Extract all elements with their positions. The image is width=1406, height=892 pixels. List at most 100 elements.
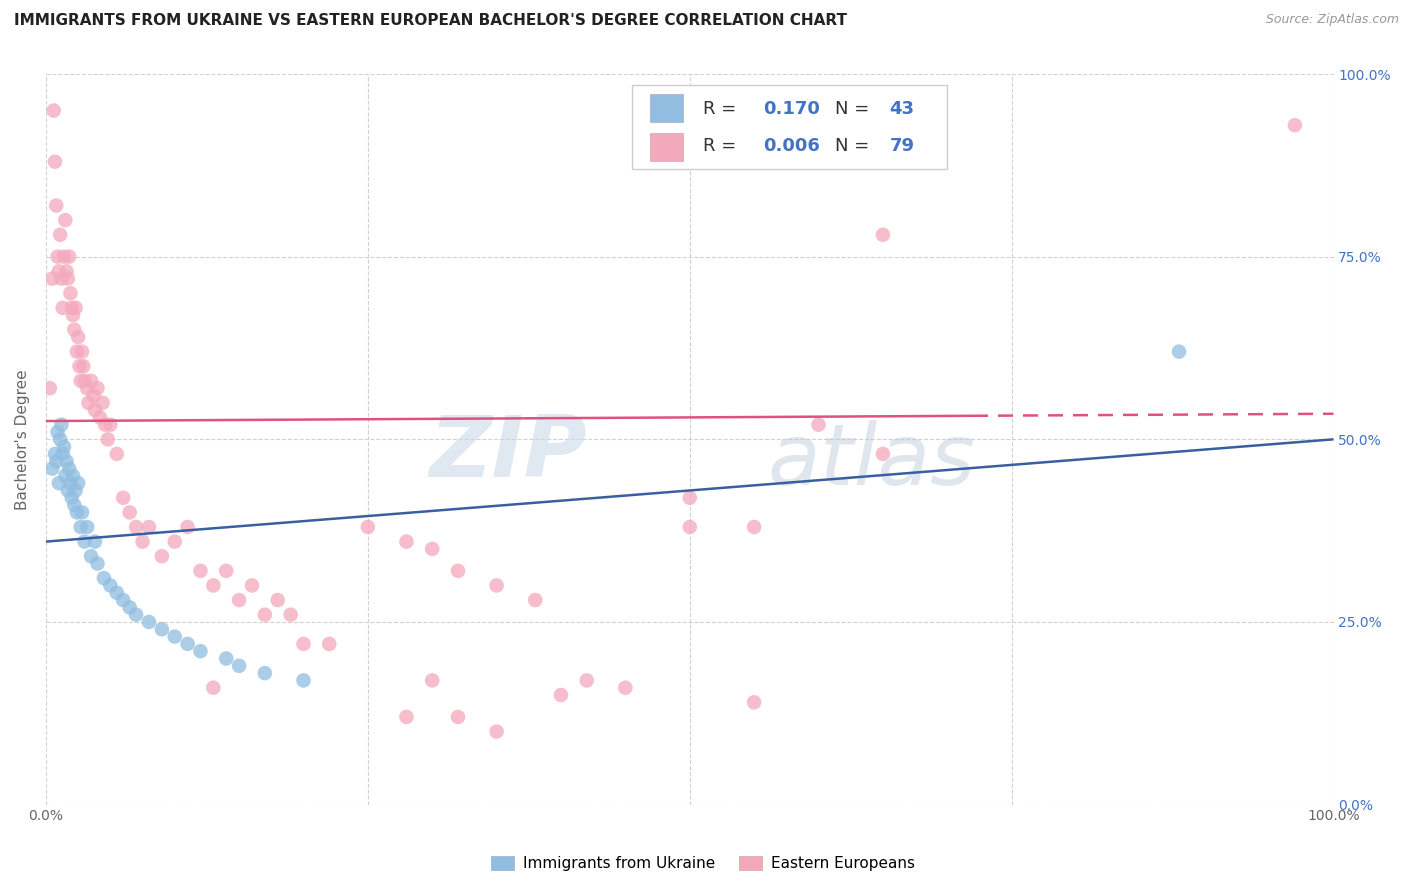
Point: [55, 264, 77, 278]
Point: [62, 308, 84, 322]
Point: [420, 673, 443, 688]
Point: [69, 374, 91, 388]
Point: [420, 541, 443, 556]
Point: [69, 520, 91, 534]
Text: IMMIGRANTS FROM UKRAINE VS EASTERN EUROPEAN BACHELOR'S DEGREE CORRELATION CHART: IMMIGRANTS FROM UKRAINE VS EASTERN EUROP…: [14, 13, 846, 29]
Point: [98, 417, 121, 432]
Point: [46, 250, 69, 264]
Point: [53, 213, 76, 227]
Point: [44, 154, 66, 169]
Point: [77, 396, 100, 410]
Point: [98, 578, 121, 592]
Point: [89, 410, 111, 425]
Point: [67, 476, 90, 491]
Point: [138, 615, 160, 629]
Point: [163, 534, 186, 549]
Point: [1284, 118, 1306, 132]
Point: [190, 644, 212, 658]
Point: [118, 505, 141, 519]
Point: [150, 549, 173, 564]
Point: [240, 578, 263, 592]
Point: [485, 578, 508, 592]
Point: [45, 454, 67, 468]
Point: [70, 505, 93, 519]
Point: [66, 344, 89, 359]
Point: [73, 374, 96, 388]
Point: [76, 520, 98, 534]
Text: N =: N =: [835, 100, 876, 118]
Point: [97, 433, 120, 447]
Point: [42, 103, 65, 118]
Point: [112, 593, 135, 607]
Point: [215, 651, 238, 665]
Point: [58, 250, 80, 264]
Point: [447, 710, 470, 724]
Point: [65, 301, 87, 315]
Point: [52, 301, 75, 315]
Point: [46, 425, 69, 439]
Point: [253, 666, 276, 681]
Bar: [650, 95, 683, 122]
Point: [53, 468, 76, 483]
Point: [86, 557, 108, 571]
Point: [105, 586, 128, 600]
Point: [51, 271, 73, 285]
Point: [60, 491, 83, 505]
Point: [679, 520, 702, 534]
Point: [80, 549, 103, 564]
Point: [69, 359, 91, 374]
Text: 0.170: 0.170: [763, 100, 820, 118]
Point: [59, 286, 82, 301]
Point: [83, 403, 105, 417]
Point: [49, 433, 72, 447]
Text: R =: R =: [703, 100, 741, 118]
Text: Source: ZipAtlas.com: Source: ZipAtlas.com: [1265, 13, 1399, 27]
Point: [742, 520, 765, 534]
Point: [292, 637, 315, 651]
Point: [65, 483, 87, 498]
Point: [53, 250, 76, 264]
Point: [56, 483, 79, 498]
Point: [59, 476, 82, 491]
Point: [575, 673, 598, 688]
Point: [872, 227, 894, 242]
Point: [112, 491, 135, 505]
Point: [190, 564, 212, 578]
Text: atlas: atlas: [768, 420, 974, 503]
Point: [267, 593, 290, 607]
Point: [80, 374, 103, 388]
Text: N =: N =: [835, 137, 876, 155]
Point: [125, 607, 148, 622]
Point: [66, 505, 89, 519]
Point: [138, 520, 160, 534]
Point: [63, 323, 86, 337]
Point: [228, 593, 250, 607]
Point: [485, 724, 508, 739]
Y-axis label: Bachelor's Degree: Bachelor's Degree: [15, 369, 30, 509]
Point: [63, 498, 86, 512]
Point: [73, 534, 96, 549]
Point: [45, 198, 67, 212]
Text: 43: 43: [890, 100, 914, 118]
Point: [614, 681, 637, 695]
Point: [67, 330, 90, 344]
Point: [131, 534, 153, 549]
Point: [742, 695, 765, 709]
Point: [55, 454, 77, 468]
Point: [176, 520, 198, 534]
Point: [38, 381, 60, 395]
Point: [49, 227, 72, 242]
Bar: [650, 133, 683, 161]
Text: 0.006: 0.006: [763, 137, 820, 155]
Point: [395, 534, 418, 549]
Point: [53, 440, 76, 454]
Point: [83, 534, 105, 549]
Legend: Immigrants from Ukraine, Eastern Europeans: Immigrants from Ukraine, Eastern Europea…: [485, 849, 921, 877]
Point: [1168, 344, 1191, 359]
Point: [52, 447, 75, 461]
Point: [357, 520, 380, 534]
Point: [72, 359, 94, 374]
Text: R =: R =: [703, 137, 741, 155]
Point: [163, 630, 186, 644]
Point: [215, 564, 238, 578]
